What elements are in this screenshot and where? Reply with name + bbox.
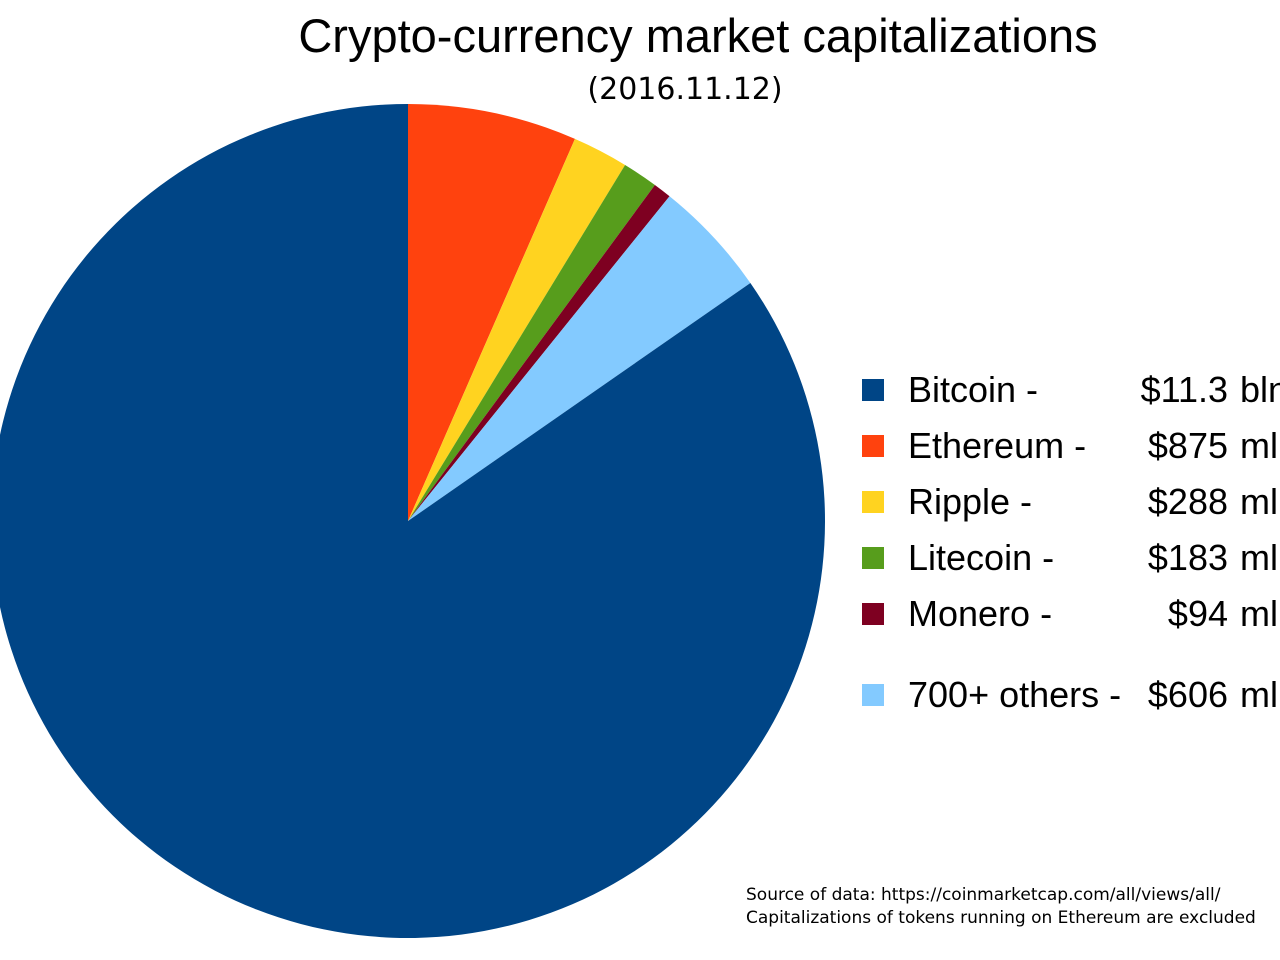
legend-unit: mln xyxy=(1240,593,1280,634)
legend-row-ethereum: Ethereum - $875 mln xyxy=(862,418,1280,474)
legend-value: $183 xyxy=(1147,537,1228,578)
legend-row-ripple: Ripple - $288 mln xyxy=(862,474,1280,530)
pie-chart xyxy=(0,104,826,938)
legend-swatch xyxy=(862,435,884,457)
legend-swatch xyxy=(862,491,884,513)
legend-label: Bitcoin - xyxy=(908,369,1039,410)
source-line-2: Capitalizations of tokens running on Eth… xyxy=(746,908,1256,928)
legend-label: Litecoin - xyxy=(908,537,1055,578)
pie-slice-litecoin xyxy=(408,164,655,521)
pie-slice-700-others xyxy=(408,196,751,521)
chart-subtitle: (2016.11.12) xyxy=(587,72,783,107)
legend-unit: mln xyxy=(1240,425,1280,466)
legend-label: 700+ others - xyxy=(908,674,1122,715)
legend-label: Ripple - xyxy=(908,481,1033,522)
source-line-1: Source of data: https://coinmarketcap.co… xyxy=(746,885,1221,905)
legend-value: $606 xyxy=(1147,674,1228,715)
legend-unit: bln xyxy=(1240,369,1280,410)
legend-value: $875 xyxy=(1147,425,1228,466)
pie-slice-bitcoin xyxy=(0,104,826,938)
legend-value: $94 xyxy=(1167,593,1228,634)
legend-row-700-others: 700+ others - $606 mln xyxy=(862,667,1280,723)
legend-unit: mln xyxy=(1240,674,1280,715)
legend-value: $288 xyxy=(1147,481,1228,522)
legend-swatch xyxy=(862,547,884,569)
source-note: Source of data: https://coinmarketcap.co… xyxy=(746,884,1256,930)
legend-label: Monero - xyxy=(908,593,1053,634)
legend-unit: mln xyxy=(1240,481,1280,522)
legend-row-litecoin: Litecoin - $183 mln xyxy=(862,530,1280,586)
legend-swatch xyxy=(862,603,884,625)
legend-label: Ethereum - xyxy=(908,425,1087,466)
legend-row-monero: Monero - $94 mln xyxy=(862,586,1280,642)
legend-swatch xyxy=(862,684,884,706)
pie-slice-ripple xyxy=(408,138,626,521)
pie-slice-ethereum xyxy=(408,104,575,521)
legend-value: $11.3 xyxy=(1140,369,1228,410)
legend-row-bitcoin: Bitcoin - $11.3 bln xyxy=(862,362,1280,418)
chart-title: Crypto-currency market capitalizations xyxy=(298,9,1098,62)
pie-slice-monero xyxy=(408,184,670,521)
legend-swatch xyxy=(862,379,884,401)
legend-unit: mln xyxy=(1240,537,1280,578)
